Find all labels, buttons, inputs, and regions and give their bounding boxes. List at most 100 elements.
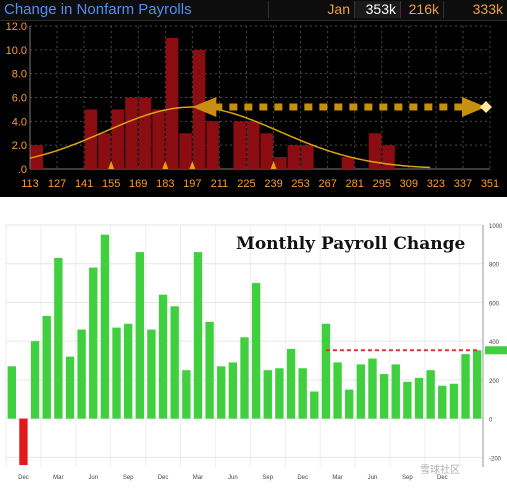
y-tick-label: 600 bbox=[489, 301, 500, 307]
x-tick-label: 253 bbox=[291, 178, 309, 190]
payroll-bar bbox=[42, 315, 51, 419]
x-tick-label: 295 bbox=[373, 178, 391, 190]
x-tick-label: Dec bbox=[158, 475, 169, 481]
payroll-bar bbox=[19, 418, 28, 466]
payroll-bar bbox=[321, 323, 331, 419]
chart-title: Monthly Payroll Change bbox=[236, 234, 466, 254]
x-tick-label: 337 bbox=[454, 178, 472, 190]
axis-marker bbox=[189, 161, 196, 169]
payroll-bar bbox=[368, 358, 377, 419]
payroll-bar bbox=[228, 362, 238, 419]
payroll-bar bbox=[123, 323, 133, 419]
payroll-bar bbox=[356, 364, 366, 419]
payroll-bar bbox=[403, 381, 412, 419]
prior-value: 333k bbox=[443, 1, 507, 18]
arrow-head-right bbox=[462, 97, 486, 118]
x-tick-label: 155 bbox=[102, 178, 120, 190]
payroll-bar bbox=[414, 377, 424, 419]
y-tick-label: .0 bbox=[18, 164, 27, 176]
last-value-tag bbox=[485, 346, 507, 355]
x-tick-label: Sep bbox=[262, 475, 273, 481]
payroll-bar bbox=[112, 327, 121, 419]
x-tick-label: Mar bbox=[332, 475, 342, 481]
payroll-bar bbox=[54, 257, 63, 419]
payroll-bar bbox=[275, 368, 284, 419]
payroll-bar bbox=[182, 370, 191, 419]
axis-marker bbox=[162, 161, 169, 169]
payroll-bar bbox=[77, 329, 86, 419]
payroll-bar bbox=[286, 348, 296, 419]
payroll-bar bbox=[240, 337, 249, 419]
x-tick-label: 211 bbox=[211, 178, 229, 190]
month-label: Jan bbox=[268, 1, 354, 18]
payroll-bar bbox=[461, 354, 470, 419]
histogram-bar bbox=[301, 145, 314, 169]
nonfarm-histogram-panel: Change in Nonfarm Payrolls Jan 353k 216k… bbox=[0, 0, 507, 197]
x-tick-label: 239 bbox=[264, 178, 282, 190]
payroll-bar bbox=[170, 306, 179, 419]
histogram-bar bbox=[84, 109, 98, 169]
x-tick-label: 183 bbox=[156, 178, 174, 190]
header-bar: Change in Nonfarm Payrolls Jan 353k 216k… bbox=[0, 0, 507, 21]
x-tick-label: Mar bbox=[53, 475, 63, 481]
histogram-bar bbox=[260, 133, 274, 169]
payroll-bar bbox=[7, 366, 17, 419]
y-tick-label: 12.0 bbox=[6, 21, 27, 33]
y-tick-label: 10.0 bbox=[6, 45, 27, 57]
y-tick-label: 0 bbox=[489, 418, 493, 424]
payroll-bar bbox=[298, 368, 307, 419]
histogram-bar bbox=[341, 157, 355, 169]
payroll-bar bbox=[30, 341, 40, 419]
x-tick-label: Jun bbox=[368, 475, 378, 481]
histogram-bar bbox=[246, 121, 260, 169]
payroll-bar bbox=[345, 389, 354, 419]
histogram-bar bbox=[179, 133, 192, 169]
y-tick-label: 400 bbox=[489, 340, 500, 346]
histogram-bar bbox=[111, 109, 125, 169]
x-tick-label: 351 bbox=[481, 178, 499, 190]
x-tick-label: 141 bbox=[75, 178, 93, 190]
histogram-bar bbox=[382, 145, 395, 169]
payroll-bar bbox=[310, 391, 319, 419]
payroll-bar bbox=[472, 350, 482, 419]
x-tick-label: Sep bbox=[123, 475, 134, 481]
x-tick-label: Sep bbox=[402, 475, 413, 481]
x-tick-label: Mar bbox=[193, 475, 203, 481]
axis-marker bbox=[270, 161, 277, 169]
payroll-bar bbox=[135, 252, 144, 419]
payroll-bar bbox=[158, 294, 168, 419]
payroll-bar bbox=[251, 283, 261, 419]
arrow-head-left bbox=[192, 97, 217, 118]
payroll-bar bbox=[100, 234, 110, 419]
y-tick-label: 8.0 bbox=[12, 69, 27, 81]
histogram-bar bbox=[152, 109, 165, 169]
x-tick-label: 267 bbox=[318, 178, 336, 190]
y-tick-label: 1000 bbox=[489, 224, 503, 230]
chart-title: Change in Nonfarm Payrolls bbox=[4, 1, 192, 18]
payroll-bar bbox=[65, 356, 75, 419]
histogram-bar bbox=[287, 145, 301, 169]
actual-value: 353k bbox=[354, 1, 400, 18]
payroll-bar bbox=[449, 383, 459, 419]
histogram-bar bbox=[98, 133, 111, 169]
x-tick-label: Jun bbox=[88, 475, 98, 481]
monthly-payroll-panel: 1000 800 600 400 200 0 -200 Dec Mar Jun Sep Dec Mar J… bbox=[0, 209, 507, 500]
histogram-bar bbox=[138, 97, 152, 169]
histogram-svg: 12.0 10.0 8.0 6.0 4.0 2.0 .0 113 127 141 155 169 183… bbox=[6, 21, 500, 190]
payroll-bar bbox=[333, 362, 342, 419]
y-tick-label: 2.0 bbox=[12, 140, 27, 152]
payroll-bar bbox=[147, 329, 156, 419]
histogram-bar bbox=[125, 97, 138, 169]
consensus-value: 216k bbox=[400, 1, 443, 18]
axis-marker bbox=[108, 161, 115, 169]
payroll-bar bbox=[205, 321, 214, 419]
payroll-bar bbox=[379, 374, 389, 419]
payroll-bar bbox=[438, 385, 447, 419]
x-tick-label: 225 bbox=[237, 178, 255, 190]
payroll-bar bbox=[217, 366, 226, 419]
payroll-bar bbox=[89, 267, 98, 419]
histogram-bar bbox=[368, 133, 382, 169]
x-tick-label: 197 bbox=[183, 178, 201, 190]
y-tick-label: 4.0 bbox=[12, 116, 27, 128]
x-tick-label: Jun bbox=[228, 475, 238, 481]
